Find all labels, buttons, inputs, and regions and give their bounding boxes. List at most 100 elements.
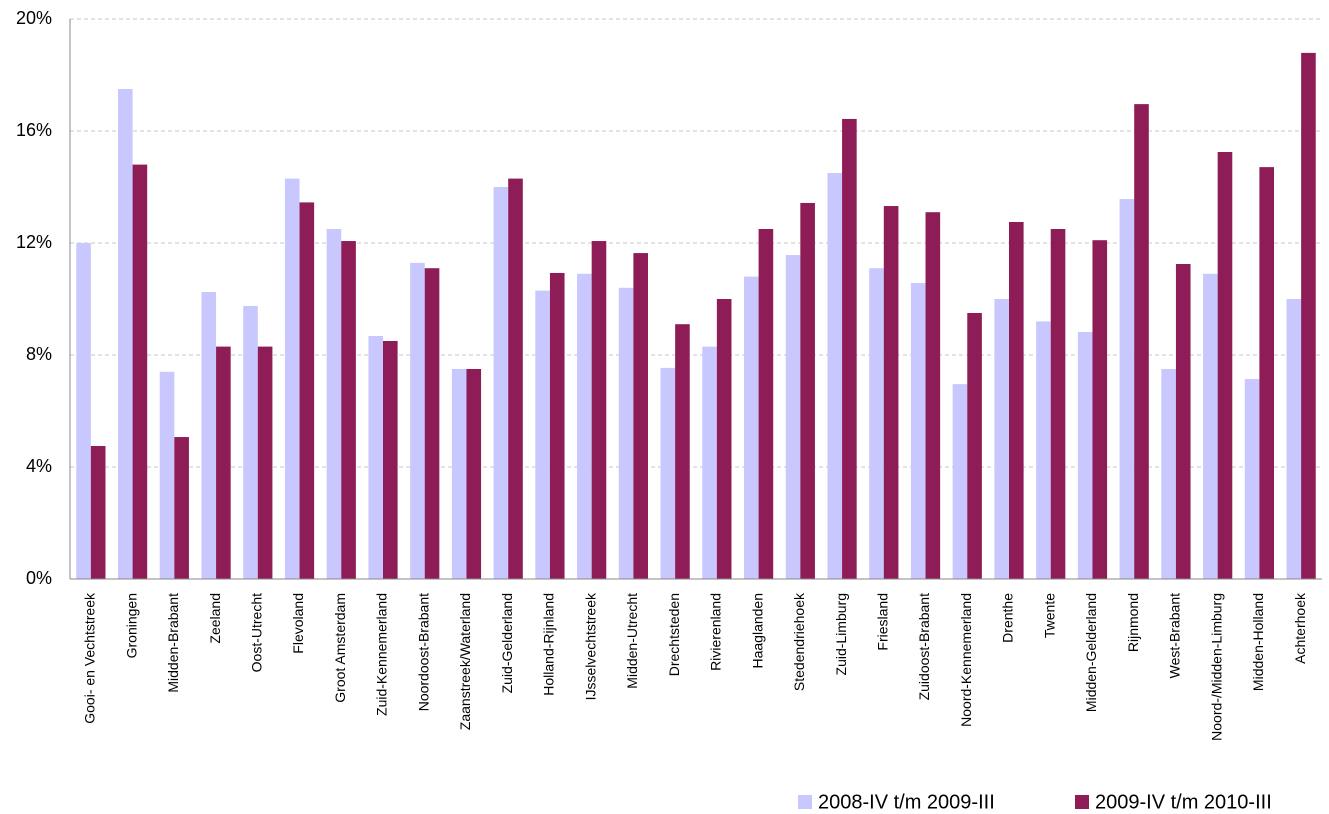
bar <box>591 241 607 580</box>
legend-label: 2009-IV t/m 2010-III <box>1095 791 1272 813</box>
bar <box>869 268 884 579</box>
x-tick-label: Midden-Brabant <box>165 593 181 693</box>
x-tick-label: Zuid-Kennemerland <box>374 593 390 716</box>
x-tick-label: Haaglanden <box>749 593 765 669</box>
bar <box>257 346 273 579</box>
bar <box>493 187 509 579</box>
bar <box>883 206 899 580</box>
bar <box>383 341 398 579</box>
bar <box>216 346 231 579</box>
bar <box>117 89 133 579</box>
legend-swatch <box>1075 795 1089 809</box>
bar <box>1217 152 1233 579</box>
bar <box>702 346 717 579</box>
bar <box>1134 104 1149 580</box>
bar <box>800 202 815 579</box>
x-tick-label: Noord-/Midden-Limburg <box>1208 593 1224 741</box>
y-tick-label: 20% <box>16 8 52 28</box>
x-tick-label: Rijnmond <box>1125 593 1141 652</box>
bar <box>1050 229 1066 579</box>
x-tick-label: Zuid-Limburg <box>833 593 849 675</box>
legend-item: 2008-IV t/m 2009-III <box>798 791 995 813</box>
bar <box>1077 332 1093 579</box>
x-tick-label: Gooi- en Vechtstreek <box>82 592 98 724</box>
bar <box>1036 321 1051 579</box>
x-tick-label: IJsselvechtstreek <box>582 592 598 700</box>
bar <box>451 369 467 579</box>
x-tick-label: Rivierenland <box>708 593 724 671</box>
x-tick-label: Midden-Utrecht <box>624 593 640 689</box>
bar <box>174 437 189 579</box>
bar <box>577 273 592 579</box>
x-tick-label: Achterhoek <box>1292 592 1308 664</box>
bar <box>326 229 342 579</box>
bar <box>785 255 801 580</box>
bar <box>1092 240 1108 579</box>
x-tick-label: Twente <box>1041 593 1057 638</box>
bar <box>925 212 941 579</box>
y-tick-label: 4% <box>26 456 52 476</box>
legend-label: 2008-IV t/m 2009-III <box>818 791 995 813</box>
bar <box>758 229 774 579</box>
bar <box>827 173 843 579</box>
bar <box>368 335 383 579</box>
x-tick-label: Noordoost-Brabant <box>415 593 431 711</box>
bar <box>508 178 523 579</box>
x-tick-label: Stedendriehoek <box>791 592 807 691</box>
y-tick-label: 16% <box>16 120 52 140</box>
bar <box>1203 273 1218 579</box>
bar <box>994 299 1009 579</box>
x-tick-label: Flevoland <box>290 593 306 654</box>
x-tick-label: Zuid-Gelderland <box>499 593 515 693</box>
x-tick-label: Zaanstreek/Waterland <box>457 593 473 730</box>
bar <box>159 371 175 579</box>
x-tick-label: Drenthe <box>1000 593 1016 643</box>
legend-swatch <box>798 795 812 809</box>
x-tick-label: Holland-Rijnland <box>541 593 557 696</box>
bar <box>299 202 315 579</box>
x-tick-label: Drechtsteden <box>666 593 682 676</box>
x-tick-label: Midden-Holland <box>1250 593 1266 691</box>
bar <box>76 243 91 579</box>
bar <box>910 283 926 579</box>
bar <box>1009 222 1024 579</box>
legend-item: 2009-IV t/m 2010-III <box>1075 791 1272 813</box>
bar <box>535 290 550 579</box>
y-tick-label: 12% <box>16 232 52 252</box>
x-tick-label: Groot Amsterdam <box>332 593 348 703</box>
bar <box>132 164 148 579</box>
bar <box>1286 299 1302 579</box>
bar <box>1175 264 1191 579</box>
bar <box>842 118 857 580</box>
x-tick-label: West-Brabant <box>1167 593 1183 678</box>
x-tick-label: Groningen <box>123 593 139 658</box>
bar <box>1244 379 1260 579</box>
bar <box>243 306 258 579</box>
bar <box>341 241 356 580</box>
bar <box>952 384 968 579</box>
bar <box>90 446 106 579</box>
bar <box>284 178 300 579</box>
bar <box>1259 167 1275 579</box>
x-tick-label: Zuidoost-Brabant <box>916 593 932 701</box>
x-tick-label: Zeeland <box>207 593 223 644</box>
bar <box>549 272 565 579</box>
x-tick-label: Midden-Gelderland <box>1083 593 1099 712</box>
y-tick-label: 0% <box>26 568 52 588</box>
bar <box>716 299 732 579</box>
bar <box>1161 369 1176 579</box>
bar <box>1301 52 1316 579</box>
x-tick-label: Friesland <box>875 593 891 651</box>
bar <box>967 313 982 579</box>
bar <box>633 253 649 579</box>
bar <box>201 292 217 579</box>
bar <box>618 287 634 579</box>
bar <box>424 268 440 579</box>
x-tick-label: Noord-Kennemerland <box>958 593 974 727</box>
bar <box>675 324 690 579</box>
bar <box>1119 199 1135 580</box>
bar <box>410 262 425 579</box>
x-tick-label: Oost-Utrecht <box>249 593 265 672</box>
bar <box>660 367 676 579</box>
